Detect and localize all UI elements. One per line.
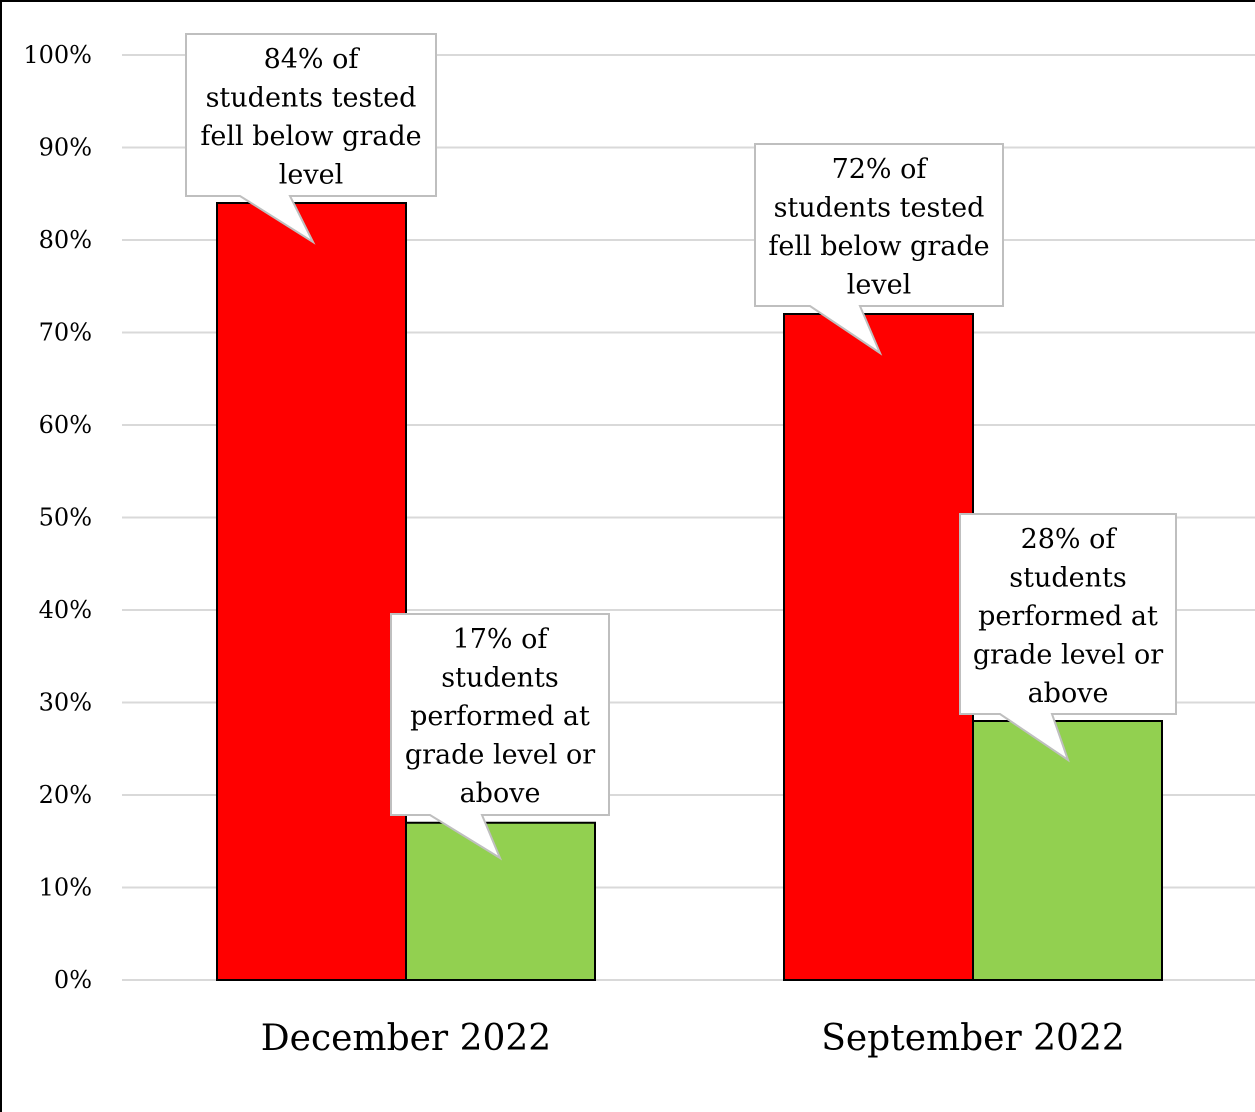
bar bbox=[972, 720, 1163, 981]
callout-text-line: grade level or bbox=[405, 740, 595, 771]
callout-box bbox=[754, 143, 1004, 356]
bar bbox=[216, 202, 407, 981]
callout-box bbox=[390, 613, 610, 861]
callout-text-line: above bbox=[1028, 678, 1109, 709]
y-tick-label: 20% bbox=[39, 781, 92, 809]
callout-text-line: level bbox=[847, 270, 911, 301]
callout-text-line: performed at bbox=[410, 701, 590, 732]
bar bbox=[783, 313, 974, 981]
callout-text-line: students bbox=[441, 663, 558, 694]
callout: 28% of students performed at grade level or… bbox=[959, 513, 1177, 763]
callouts: 84% of students tested fell below grade lev… bbox=[185, 33, 1177, 861]
callout: 84% of students tested fell below grade lev… bbox=[185, 33, 437, 245]
callout-text-line: 28% of bbox=[1021, 524, 1118, 555]
callout-text-line: 72% of bbox=[832, 154, 929, 185]
callout-text-line: 17% of bbox=[453, 624, 550, 655]
callout-text-line: students bbox=[1009, 563, 1126, 594]
callout-text-line: students tested bbox=[774, 193, 985, 224]
x-category-label: December 2022 bbox=[261, 1018, 551, 1059]
x-axis-categories: December 2022 September 2022 bbox=[261, 1018, 1125, 1059]
callout: 72% of students tested fell below grade lev… bbox=[754, 143, 1004, 356]
callout-text-line: level bbox=[279, 160, 343, 191]
y-tick-label: 60% bbox=[39, 411, 92, 439]
callout-text-line: grade level or bbox=[973, 640, 1163, 671]
callout-text-line: students tested bbox=[206, 83, 417, 114]
callout-text-line: 84% of bbox=[264, 44, 361, 75]
callout-text-line: fell below grade bbox=[768, 231, 989, 262]
y-tick-label: 80% bbox=[39, 226, 92, 254]
y-tick-label: 40% bbox=[39, 596, 92, 624]
callout-text-line: performed at bbox=[978, 601, 1158, 632]
bars bbox=[216, 202, 1163, 981]
x-category-label: September 2022 bbox=[821, 1018, 1125, 1059]
y-tick-label: 0% bbox=[54, 966, 92, 994]
y-tick-label: 90% bbox=[39, 134, 92, 162]
callout-text-line: fell below grade bbox=[200, 121, 421, 152]
y-tick-label: 70% bbox=[39, 319, 92, 347]
callout: 17% of students performed at grade level or… bbox=[390, 613, 610, 861]
y-axis-ticks: 0% 10% 20% 30% 40% 50% 60% 70% 80% 90% 100% bbox=[23, 41, 92, 994]
bar bbox=[405, 821, 596, 981]
callout-box bbox=[185, 33, 437, 245]
callout-text-line: above bbox=[460, 778, 541, 809]
y-tick-label: 30% bbox=[39, 689, 92, 717]
y-tick-label: 10% bbox=[39, 874, 92, 902]
y-tick-label: 100% bbox=[23, 41, 92, 69]
callout-box bbox=[959, 513, 1177, 763]
y-tick-label: 50% bbox=[39, 504, 92, 532]
